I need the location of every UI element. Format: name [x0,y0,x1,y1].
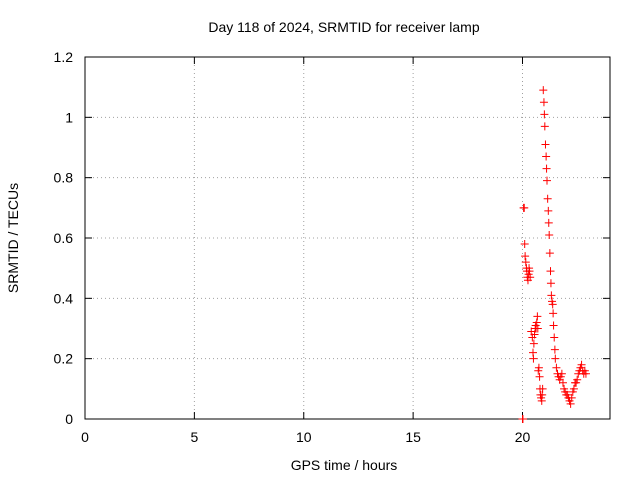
data-point [539,86,548,95]
data-point [569,384,578,393]
data-point [518,415,527,423]
data-point [526,273,535,282]
y-tick-label: 1.2 [54,49,74,65]
y-tick-label: 1 [65,109,73,125]
data-point [547,291,556,300]
data-point [521,252,530,261]
data-point [520,203,529,212]
x-tick-label: 15 [405,429,421,445]
data-point [525,267,534,276]
data-point [530,330,539,339]
data-point [546,267,555,276]
data-point [550,345,559,354]
data-point [541,140,550,149]
y-tick-label: 0 [65,411,73,427]
plot-frame [84,56,611,420]
x-axis-label: GPS time / hours [291,457,398,473]
data-point [551,354,560,363]
data-point [543,194,552,203]
data-point [535,372,544,381]
data-point [540,122,549,131]
data-point [581,369,590,378]
data-point [544,218,553,227]
data-point [546,279,555,288]
data-point [539,98,548,107]
data-point [542,152,551,161]
data-point [545,230,554,239]
data-point [557,369,566,378]
data-point [520,240,529,249]
data-point [545,249,554,258]
x-tick-label: 20 [515,429,531,445]
data-point [548,300,557,309]
data-point [540,110,549,119]
y-tick-label: 0.6 [54,230,74,246]
data-point [558,378,567,387]
data-point [549,321,558,330]
data-point [577,360,586,369]
data-point [538,384,547,393]
grid-layer [85,57,610,419]
y-tick-label: 0.4 [54,290,74,306]
data-point [533,324,542,333]
x-tick-label: 0 [81,429,89,445]
y-tick-label: 0.2 [54,351,74,367]
data-point [567,393,576,402]
data-point [529,339,538,348]
data-point [534,363,543,372]
data-point [533,312,542,321]
data-point [529,354,538,363]
x-tick-label: 5 [190,429,198,445]
y-tick-label: 0.8 [54,170,74,186]
data-point [521,258,530,267]
data-point [542,164,551,173]
data-point [544,206,553,215]
data-point [573,375,582,384]
data-point [550,333,559,342]
data-point [552,363,561,372]
y-axis-label: SRMTID / TECUs [5,183,21,293]
data-point [549,309,558,318]
data-points [518,86,590,423]
data-point [532,318,541,327]
data-point [566,399,575,408]
x-tick-label: 10 [296,429,312,445]
data-point [543,176,551,185]
chart-title: Day 118 of 2024, SRMTID for receiver lam… [208,19,480,35]
ticks-layer: 0 5 10 15 20 0 0.2 0.4 0.6 0.8 1 1.2 [54,49,610,445]
